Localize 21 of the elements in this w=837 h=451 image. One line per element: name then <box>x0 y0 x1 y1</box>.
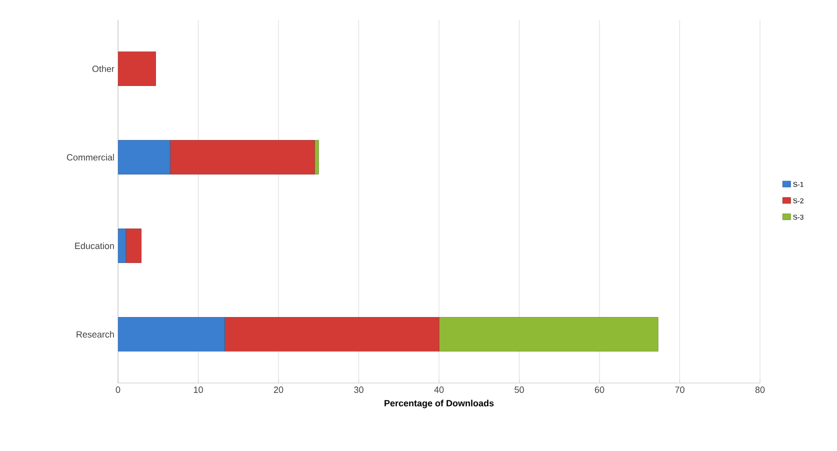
bar <box>126 228 142 263</box>
x-tick-label: 70 <box>675 386 684 393</box>
bar <box>118 51 156 86</box>
bar <box>170 140 315 174</box>
x-tick-label: 60 <box>594 386 604 393</box>
x-tick-label: 50 <box>514 386 524 393</box>
bar <box>438 317 658 352</box>
x-tick-label: 0 <box>116 386 120 393</box>
x-tick-label: 80 <box>755 386 765 393</box>
y-tick-label: Research <box>76 331 114 338</box>
x-tick-label: 10 <box>194 386 203 393</box>
x-axis-title: Percentage of Downloads <box>384 400 494 408</box>
bar <box>118 317 225 352</box>
y-tick-label: Other <box>92 65 114 72</box>
x-tick-label: 30 <box>354 386 364 393</box>
bar <box>224 317 440 352</box>
y-tick-label: Commercial <box>66 154 114 161</box>
bar <box>118 140 170 174</box>
x-tick-label: 40 <box>434 386 444 393</box>
y-tick-label: Education <box>75 242 114 250</box>
x-tick-label: 20 <box>274 386 284 393</box>
